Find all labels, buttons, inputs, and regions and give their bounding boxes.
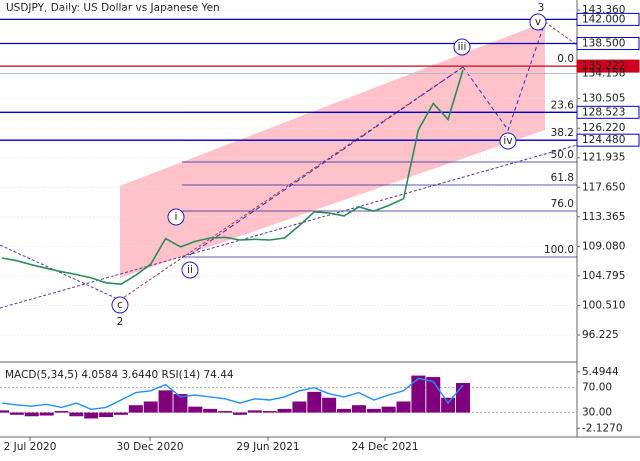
price-level-label: 124.480 <box>582 134 625 146</box>
macd-bar <box>218 411 233 413</box>
trend-channel <box>120 22 545 278</box>
wave-label: c <box>117 299 123 311</box>
macd-bar <box>69 412 84 417</box>
price-level-box <box>576 12 640 26</box>
y-tick-label: 113.365 <box>582 211 625 223</box>
macd-bar <box>381 406 396 413</box>
wave-circle <box>499 132 517 150</box>
y-tick-label: 109.080 <box>582 240 625 252</box>
macd-bar <box>9 412 24 415</box>
wave-circle <box>529 13 547 31</box>
macd-tick-label: -2.1270 <box>582 422 623 434</box>
macd-bar <box>232 412 247 415</box>
wave-line <box>544 21 578 46</box>
macd-bar <box>441 397 456 413</box>
fib-label: 61.8 <box>551 172 574 184</box>
wave-line <box>119 66 464 301</box>
y-tick-label: 121.935 <box>582 152 625 164</box>
macd-tick-label: 5.4944 <box>582 366 619 378</box>
rsi-tick-label: 30.00 <box>582 406 612 418</box>
wave-label: i <box>175 211 178 223</box>
wave-label: 2 <box>117 316 124 328</box>
wave-label: iii <box>458 41 467 53</box>
macd-bar <box>277 408 292 413</box>
y-tick-label: 126.220 <box>582 122 625 134</box>
y-tick-label: 104.795 <box>582 270 625 282</box>
price-level-label: 128.523 <box>582 106 625 118</box>
x-tick-label: 24 Dec 2021 <box>351 441 418 453</box>
wave-label: iv <box>503 135 512 147</box>
price-level-box <box>576 59 640 73</box>
wave-circle <box>167 208 185 226</box>
price-line <box>1 69 464 286</box>
rsi-line <box>1 377 464 411</box>
macd-bar <box>351 405 366 413</box>
indicator-label: MACD(5,34,5) 4.0584 3.6440 RSI(14) 74.44 <box>5 369 234 381</box>
macd-bar <box>262 411 277 413</box>
macd-bar <box>99 412 114 418</box>
macd-bar <box>456 382 470 413</box>
macd-bar <box>143 401 158 413</box>
macd-bar <box>113 412 128 415</box>
fib-label: 23.6 <box>551 99 575 111</box>
price-level-label: 142.000 <box>582 13 625 25</box>
last-price-label: 134.158 <box>582 67 625 79</box>
macd-bar <box>411 375 426 413</box>
wave-label: 3 <box>538 2 545 14</box>
wave-projection <box>462 21 546 132</box>
fib-label: 76.0 <box>551 198 574 210</box>
y-tick-label: 117.650 <box>582 181 625 193</box>
wave-label: ii <box>187 264 193 276</box>
macd-bar <box>158 390 173 413</box>
macd-bar <box>24 412 39 417</box>
macd-bar <box>292 401 307 413</box>
macd-bar <box>337 408 352 413</box>
rsi-tick-label: 70.00 <box>582 382 612 394</box>
macd-bar <box>366 408 381 413</box>
macd-bar <box>322 397 337 413</box>
x-tick-label: 29 Jun 2021 <box>236 441 299 453</box>
fib-label: 38.2 <box>551 127 574 139</box>
macd-bar <box>307 391 322 413</box>
macd-bar <box>203 408 218 413</box>
fib-label: 50.0 <box>551 149 574 161</box>
wave-circle <box>181 261 199 279</box>
y-tick-label: 100.510 <box>582 299 625 311</box>
macd-bar <box>39 412 54 416</box>
trend-line <box>0 244 121 301</box>
macd-bar <box>54 411 69 413</box>
macd-bar <box>0 410 9 413</box>
y-tick-label: 130.505 <box>582 93 625 105</box>
price-level-box <box>576 37 640 51</box>
price-level-box <box>576 133 640 147</box>
macd-bar <box>188 406 203 413</box>
x-tick-label: 30 Dec 2020 <box>116 441 183 453</box>
y-tick-label: 96.225 <box>582 329 619 341</box>
macd-bar <box>128 405 143 413</box>
price-level-label: 138.500 <box>582 38 625 50</box>
chart-title: USDJPY, Daily: US Dollar vs Japanese Yen <box>6 2 220 14</box>
macd-bar <box>84 412 99 419</box>
wave-circle <box>111 296 129 314</box>
price-level-label: 135.222 <box>582 60 625 72</box>
x-tick-label: 2 Jul 2020 <box>4 441 57 453</box>
fib-label: 100.0 <box>544 244 574 256</box>
wave-circle <box>453 38 471 56</box>
macd-bar <box>173 394 188 413</box>
macd-bar <box>247 410 262 413</box>
fib-label: 0.0 <box>557 53 574 65</box>
price-level-box <box>576 105 640 119</box>
macd-bar <box>396 401 411 413</box>
wave-label: v <box>535 16 541 28</box>
